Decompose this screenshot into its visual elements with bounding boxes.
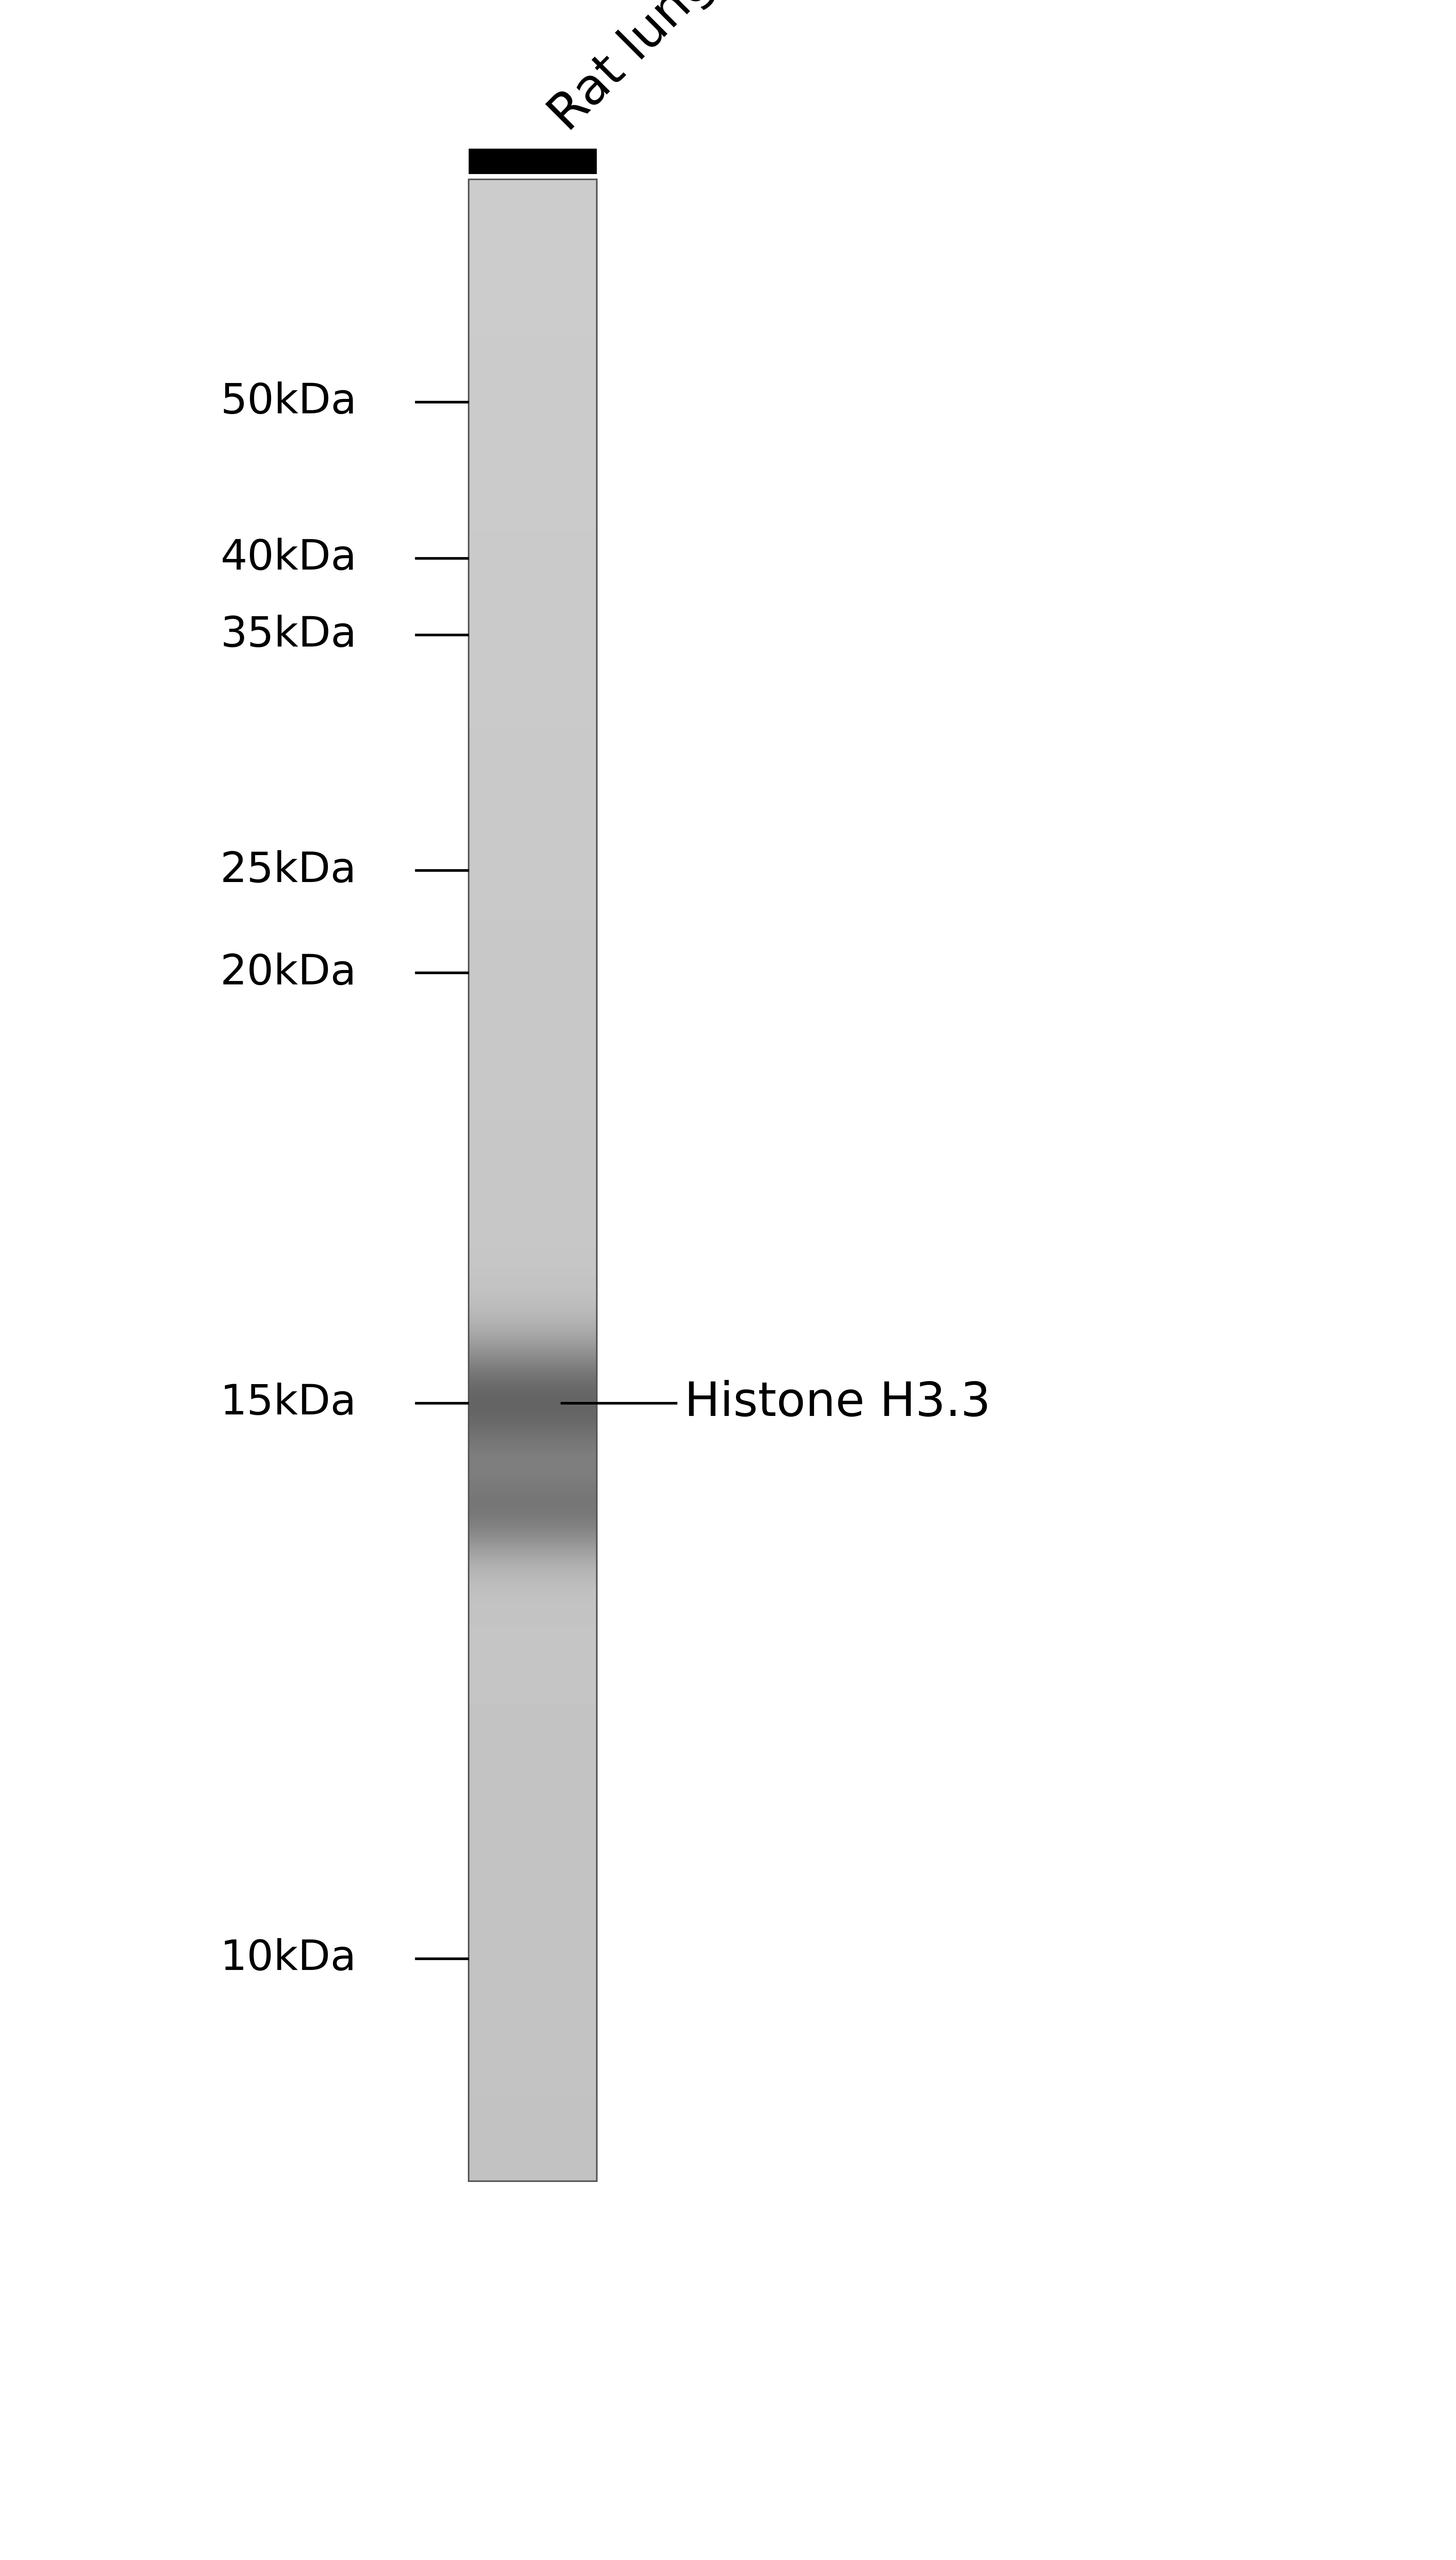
Text: 35kDa: 35kDa bbox=[220, 614, 357, 655]
Text: 40kDa: 40kDa bbox=[220, 538, 357, 579]
Text: Rat lung: Rat lung bbox=[542, 0, 724, 141]
Text: 15kDa: 15kDa bbox=[220, 1382, 357, 1423]
Text: 50kDa: 50kDa bbox=[220, 381, 357, 422]
Text: 25kDa: 25kDa bbox=[220, 850, 357, 891]
Bar bbox=[469, 179, 597, 2181]
Text: Histone H3.3: Histone H3.3 bbox=[684, 1380, 990, 1426]
Text: 10kDa: 10kDa bbox=[220, 1938, 357, 1979]
Bar bbox=[469, 148, 597, 174]
Text: 20kDa: 20kDa bbox=[220, 952, 357, 993]
